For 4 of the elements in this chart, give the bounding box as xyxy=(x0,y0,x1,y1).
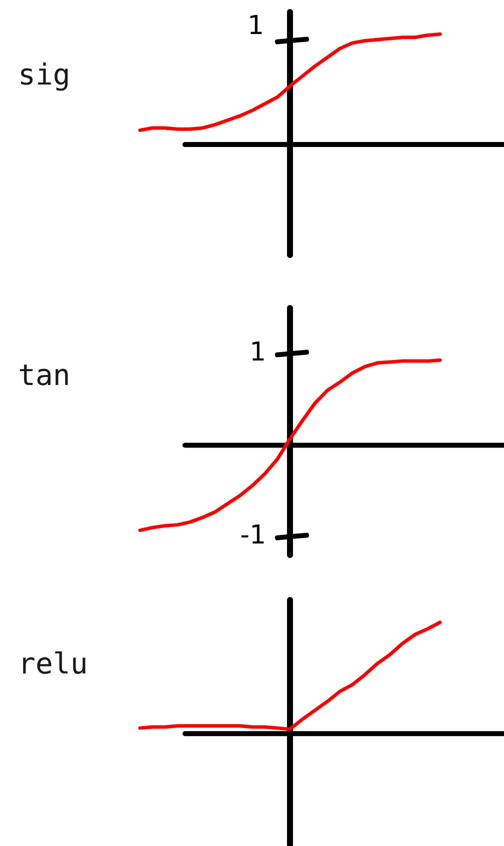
text: sig xyxy=(18,58,70,92)
y-tick-label: -1 xyxy=(240,520,266,550)
text: relu xyxy=(18,646,88,681)
text: tan xyxy=(18,358,70,392)
